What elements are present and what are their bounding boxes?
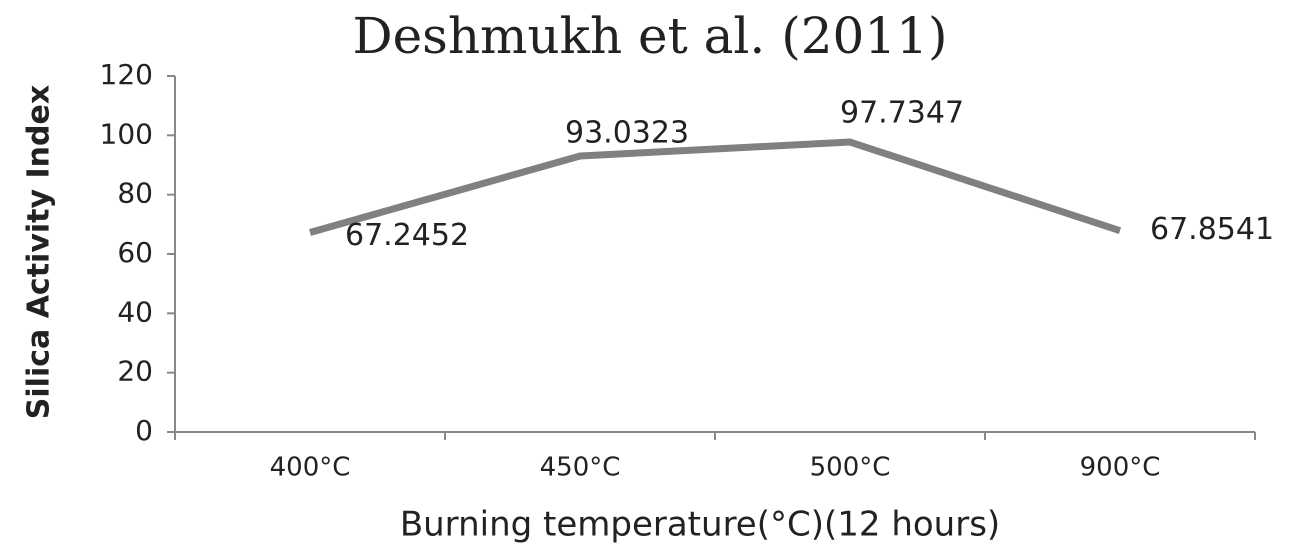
x-tick-label: 900°C	[1080, 453, 1161, 483]
y-axis-label: Silica Activity Index	[22, 85, 57, 419]
chart-title: Deshmukh et al. (2011)	[353, 7, 948, 65]
value-label: 67.8541	[1150, 212, 1274, 247]
x-tick-label: 450°C	[540, 453, 621, 483]
x-tick-label: 500°C	[810, 453, 891, 483]
y-tick-label: 20	[117, 355, 153, 388]
x-tick-label: 400°C	[270, 453, 351, 483]
line	[309, 138, 1122, 236]
y-tick-label: 0	[135, 414, 153, 447]
x-axis-label: Burning temperature(°C)(12 hours)	[400, 505, 1000, 545]
y-tick-label: 100	[100, 117, 153, 150]
y-tick-label: 40	[117, 295, 153, 328]
value-label: 67.2452	[345, 218, 469, 253]
value-label: 97.7347	[840, 96, 964, 131]
y-tick-label: 80	[117, 177, 153, 210]
y-tick-label: 120	[100, 58, 153, 91]
value-label: 93.0323	[565, 116, 689, 151]
y-tick-label: 60	[117, 236, 153, 269]
